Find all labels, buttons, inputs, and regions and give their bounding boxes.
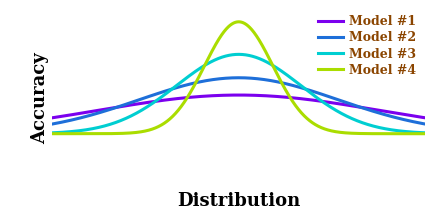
Model #2 (412, 121, 417, 123)
Model #2 (412, 121, 417, 123)
Model #1 (231, 94, 236, 96)
Model #3 (231, 53, 236, 56)
Model #2 (69, 119, 74, 121)
Line: Model #4: Model #4 (52, 22, 425, 134)
Model #4 (236, 20, 241, 23)
Model #1 (344, 104, 349, 106)
Model #3 (221, 55, 226, 58)
Model #3 (236, 53, 241, 56)
Model #2 (236, 77, 241, 79)
Line: Model #1: Model #1 (52, 95, 425, 118)
Model #3 (49, 131, 55, 134)
Model #3 (423, 131, 428, 134)
Model #1 (412, 115, 417, 118)
Model #3 (69, 130, 74, 133)
Line: Model #2: Model #2 (52, 78, 425, 124)
Model #2 (423, 123, 428, 125)
Model #1 (49, 116, 55, 119)
Model #1 (412, 115, 417, 118)
Model #4 (49, 132, 55, 135)
Model #4 (69, 132, 74, 135)
Model #3 (344, 114, 349, 117)
Y-axis label: Accuracy: Accuracy (31, 52, 49, 144)
Model #2 (344, 101, 349, 104)
Model #4 (221, 31, 226, 33)
Model #2 (221, 77, 226, 80)
Model #4 (231, 22, 236, 24)
Model #4 (423, 132, 428, 135)
Legend: Model #1, Model #2, Model #3, Model #4: Model #1, Model #2, Model #3, Model #4 (316, 13, 419, 79)
Line: Model #3: Model #3 (52, 54, 425, 133)
Model #1 (69, 114, 74, 116)
Model #1 (423, 116, 428, 119)
Model #2 (231, 77, 236, 79)
Model #3 (412, 131, 417, 134)
Model #4 (412, 132, 417, 135)
Model #3 (412, 131, 417, 134)
Model #1 (221, 94, 226, 97)
Model #4 (344, 132, 349, 134)
Model #4 (412, 132, 417, 135)
X-axis label: Distribution: Distribution (177, 192, 300, 210)
Model #2 (49, 123, 55, 125)
Model #1 (236, 94, 241, 96)
